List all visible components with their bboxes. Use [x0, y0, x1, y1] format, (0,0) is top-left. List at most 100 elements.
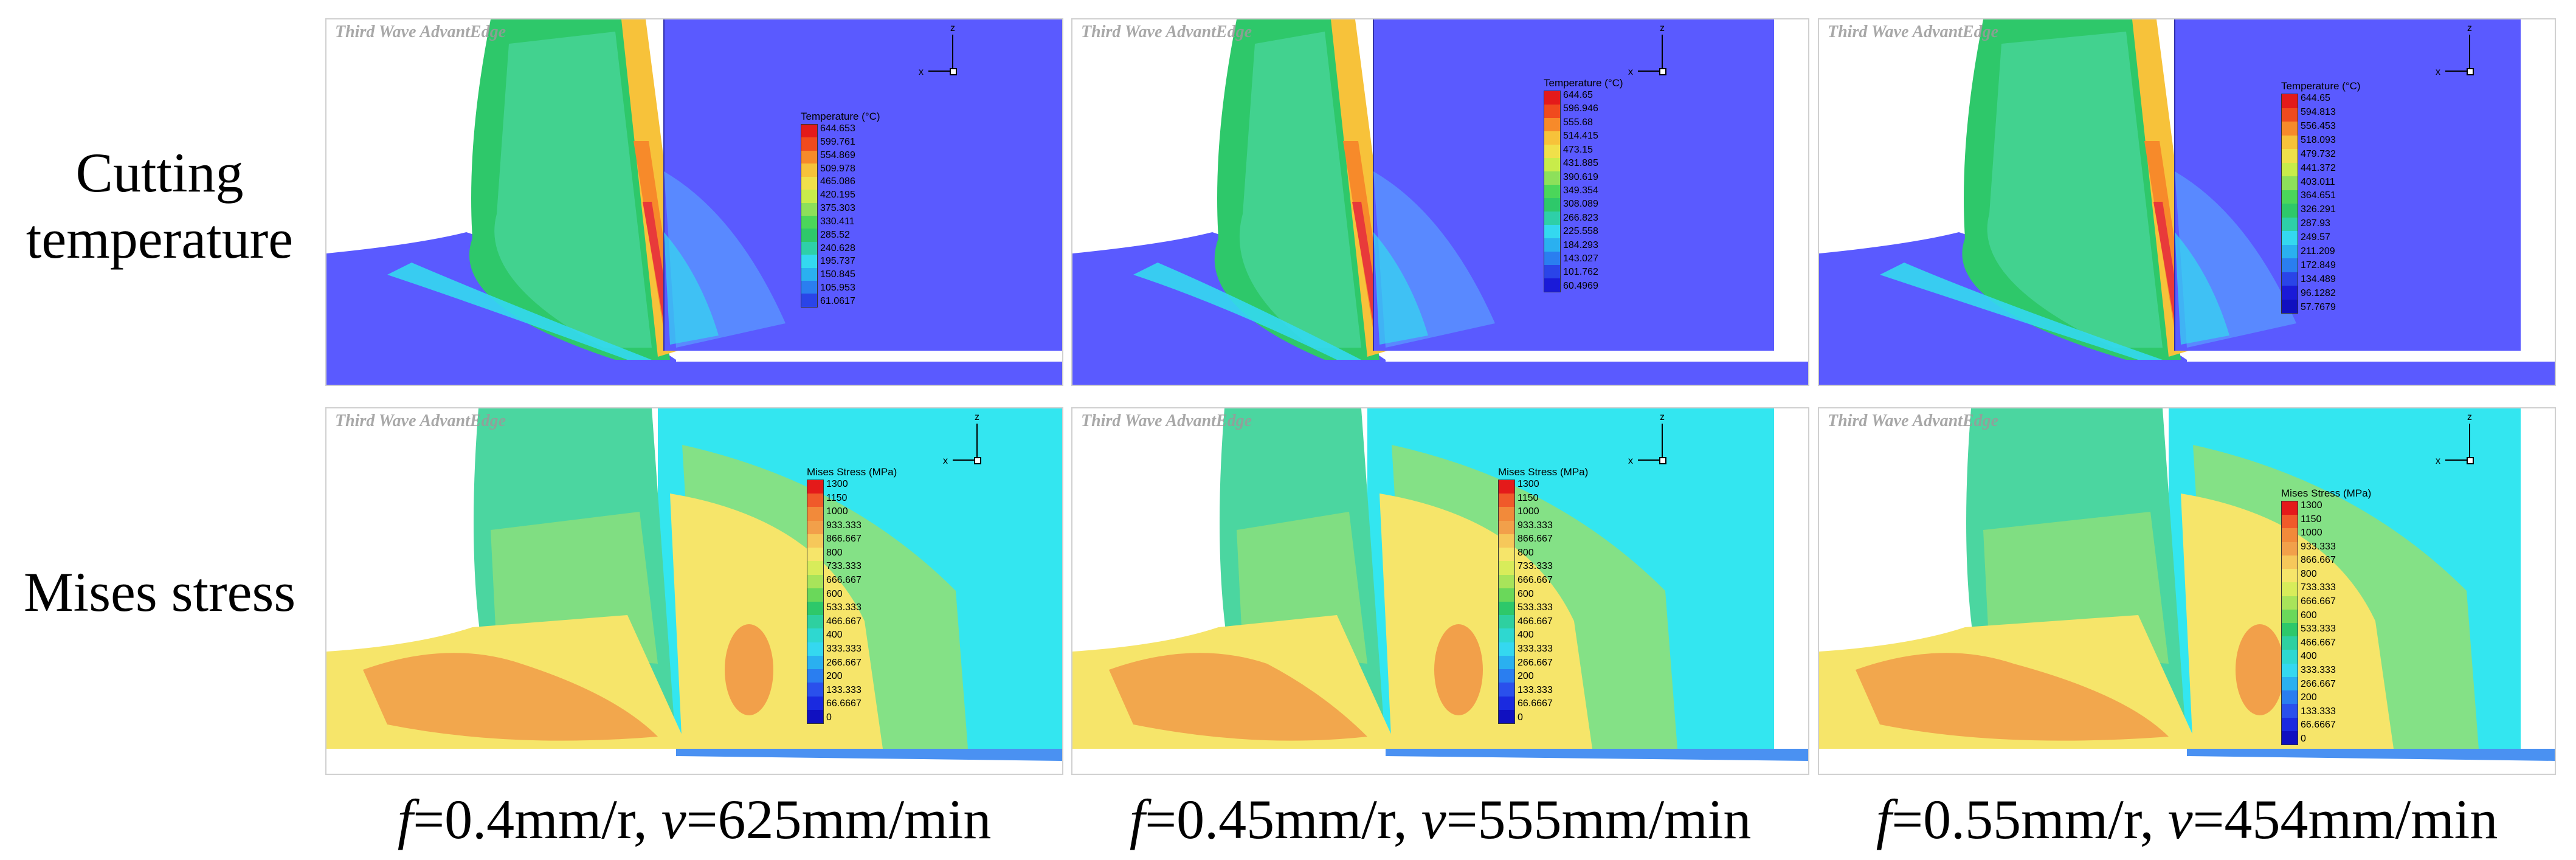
coordinate-axes-icon: z x: [2427, 411, 2500, 484]
column-label-2: f=0.45mm/r, v=555mm/min: [1071, 787, 1809, 860]
stress-panel-2: Third Wave AdvantEdge z x Mises Stress (…: [1071, 407, 1809, 775]
legend-tick: 644.65: [1563, 90, 1593, 100]
legend-tick: 518.093: [2301, 134, 2336, 145]
legend-title: Temperature (°C): [801, 111, 880, 122]
legend-tick: 400: [2301, 651, 2317, 662]
legend-tick: 1000: [826, 506, 848, 517]
temperature-field-plot: [1072, 19, 1808, 385]
feed-symbol: f: [1876, 788, 1892, 850]
tool-stress-hotspot: [1434, 624, 1483, 715]
legend-tick: 287.93: [2301, 218, 2330, 229]
temperature-field-plot: [326, 19, 1062, 385]
legend-tick: 533.333: [826, 602, 862, 613]
legend-tick: 133.333: [1518, 684, 1553, 695]
legend-tick: 533.333: [1518, 602, 1553, 613]
legend-tick: 866.667: [2301, 555, 2336, 566]
legend-tick: 101.762: [1563, 267, 1598, 278]
legend-tick: 933.333: [1518, 520, 1553, 531]
legend-tick: 390.619: [1563, 171, 1598, 182]
legend-tick: 184.293: [1563, 239, 1598, 250]
legend-tick: 554.869: [820, 150, 855, 160]
legend-tick: 466.667: [826, 616, 862, 627]
speed-symbol: v: [1421, 788, 1446, 850]
legend-color-bar: [807, 480, 824, 724]
legend-tick: 431.885: [1563, 158, 1598, 169]
legend-tick: 96.1282: [2301, 287, 2336, 298]
legend-tick: 600: [2301, 610, 2317, 621]
legend-tick: 666.667: [2301, 596, 2336, 607]
stress-legend: Mises Stress (MPa) 1300 1150 1000 933.333 86…: [2281, 487, 2371, 745]
legend-tick: 66.6667: [2301, 720, 2336, 731]
temperature-panel-2: Third Wave AdvantEdge z x Temperature (°…: [1071, 18, 1809, 386]
legend-tick: 57.7679: [2301, 301, 2336, 312]
axis-x-label: x: [1628, 456, 1633, 466]
legend-tick: 594.813: [2301, 106, 2336, 117]
legend-tick: 666.667: [826, 575, 862, 586]
axis-x-label: x: [919, 67, 924, 77]
legend-tick: 349.354: [1563, 185, 1598, 196]
legend-tick: 555.68: [1563, 117, 1593, 128]
temperature-field-plot: [1819, 19, 2555, 385]
legend-title: Mises Stress (MPa): [1498, 466, 1589, 478]
speed-value: =454mm/min: [2192, 788, 2498, 850]
legend-tick: 0: [1518, 712, 1523, 723]
legend-tick: 933.333: [2301, 541, 2336, 552]
feed-value: =0.45mm/r,: [1145, 788, 1421, 850]
legend-tick: 66.6667: [1518, 698, 1553, 709]
legend-tick: 479.732: [2301, 148, 2336, 159]
legend-tick: 249.57: [2301, 232, 2330, 243]
legend-tick: 556.453: [2301, 120, 2336, 131]
stress-field-plot: [326, 408, 1062, 774]
shear-band: [1133, 263, 1361, 360]
feed-symbol: f: [1129, 788, 1145, 850]
legend-tick: 933.333: [826, 520, 862, 531]
axis-x-label: x: [943, 456, 948, 466]
legend-tick: 644.653: [820, 123, 855, 134]
legend-tick: 150.845: [820, 269, 855, 280]
shear-zone: [1109, 653, 1367, 741]
stress-legend: Mises Stress (MPa) 1300 1150 1000 933.333 86…: [807, 466, 897, 724]
legend-tick: 400: [1518, 630, 1534, 641]
legend-tick: 134.489: [2301, 273, 2336, 284]
stress-field-plot: [1819, 408, 2555, 774]
legend-tick: 308.089: [1563, 199, 1598, 210]
legend-tick: 514.415: [1563, 131, 1598, 142]
speed-value: =625mm/min: [686, 788, 992, 850]
tool-stress-hotspot: [2236, 624, 2284, 715]
legend-tick: 211.209: [2301, 246, 2335, 257]
legend-title: Temperature (°C): [2281, 80, 2361, 92]
legend-tick: 644.65: [2301, 93, 2330, 103]
axis-z-label: z: [2467, 23, 2472, 33]
legend-tick: 733.333: [1518, 561, 1553, 572]
legend-tick: 666.667: [1518, 575, 1553, 586]
legend-tick: 143.027: [1563, 253, 1598, 264]
legend-tick: 172.849: [2301, 260, 2336, 271]
legend-tick: 330.411: [820, 216, 855, 227]
legend-tick: 61.0617: [820, 295, 855, 306]
legend-tick: 66.6667: [826, 698, 862, 709]
stress-panel-3: Third Wave AdvantEdge z x Mises Stress (…: [1818, 407, 2556, 775]
legend-tick: 800: [1518, 547, 1534, 558]
legend-color-bar: [2281, 94, 2298, 314]
legend-tick: 466.667: [1518, 616, 1553, 627]
legend-title: Mises Stress (MPa): [807, 466, 897, 478]
temperature-legend: Temperature (°C) 644.653 599.761 554.869 50…: [801, 111, 880, 308]
coordinate-axes-icon: z x: [934, 411, 1007, 484]
software-watermark: Third Wave AdvantEdge: [335, 411, 506, 430]
shear-zone: [363, 653, 658, 741]
speed-symbol: v: [661, 788, 686, 850]
legend-tick: 403.011: [2301, 176, 2335, 187]
legend-tick: 1300: [2301, 500, 2322, 511]
temperature-panel-3: Third Wave AdvantEdge z x Temperature (°…: [1818, 18, 2556, 386]
speed-symbol: v: [2167, 788, 2193, 850]
axis-z-label: z: [1660, 23, 1665, 33]
shear-band: [387, 263, 652, 360]
legend-tick: 200: [1518, 671, 1534, 682]
legend-tick: 200: [826, 671, 843, 682]
legend-tick: 375.303: [820, 203, 855, 214]
legend-tick: 1000: [1518, 506, 1539, 517]
legend-tick: 465.086: [820, 176, 855, 187]
legend-tick: 466.667: [2301, 637, 2336, 648]
legend-tick: 400: [826, 630, 843, 641]
software-watermark: Third Wave AdvantEdge: [1828, 22, 1999, 41]
